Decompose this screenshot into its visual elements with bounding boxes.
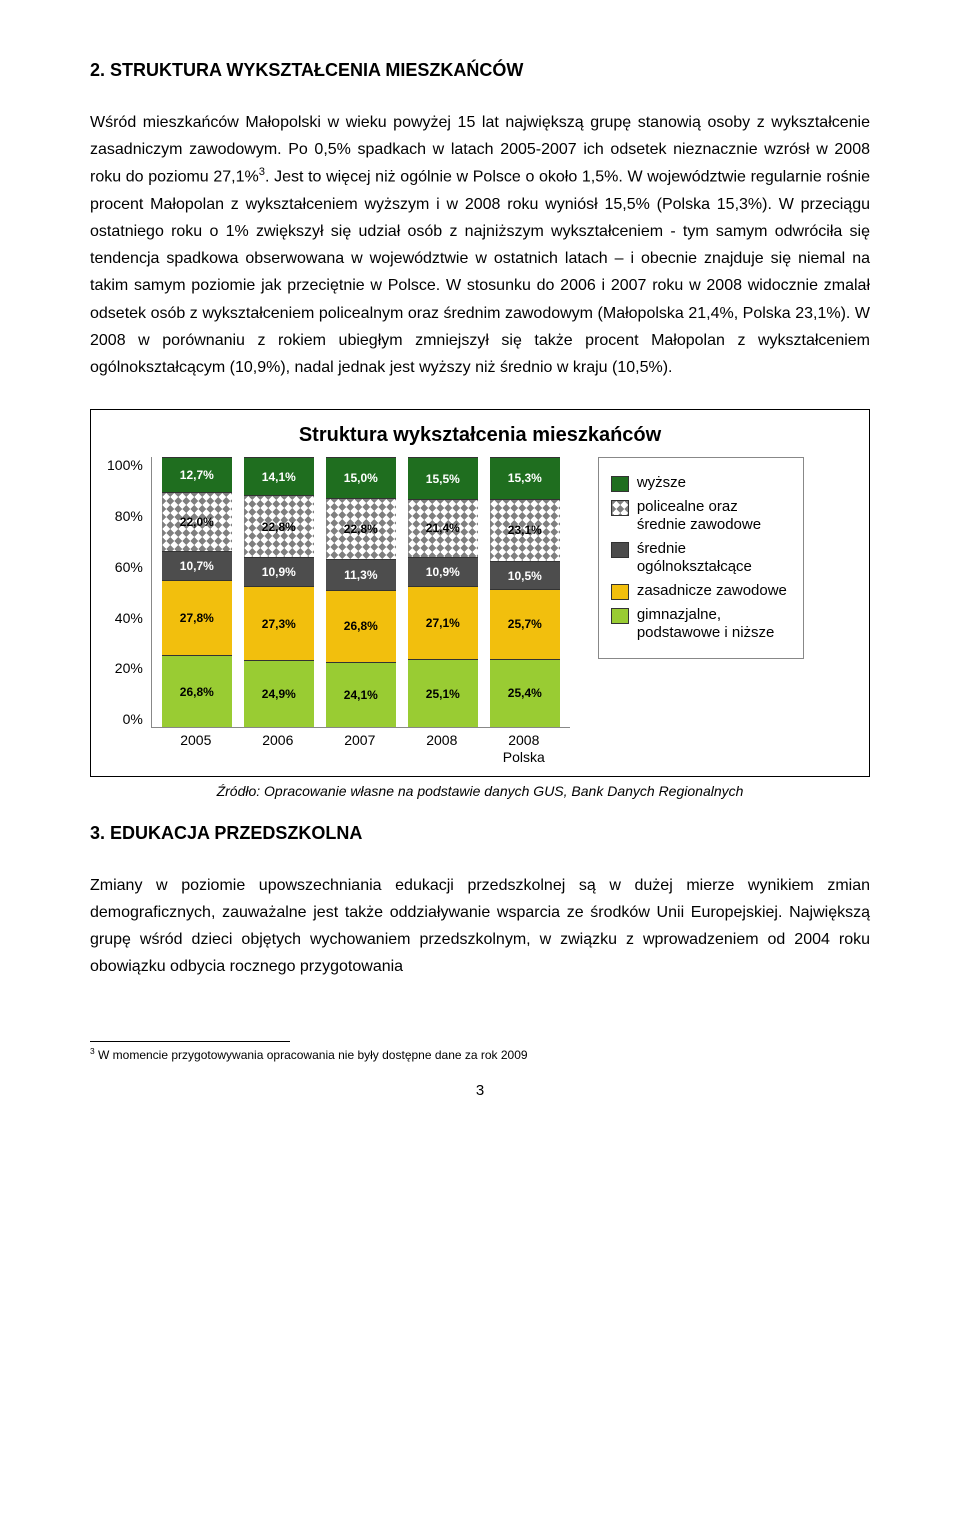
legend-label: zasadnicze zawodowe: [637, 582, 787, 600]
y-axis-tick: 40%: [115, 610, 143, 626]
chart-segment: 15,3%: [490, 457, 560, 498]
y-axis-tick: 0%: [123, 711, 143, 727]
chart-bar: 25,1%27,1%10,9%21,4%15,5%: [408, 457, 478, 727]
chart-segment: 27,8%: [162, 580, 232, 655]
legend-item: zasadnicze zawodowe: [611, 582, 791, 600]
legend-item: wyższe: [611, 474, 791, 492]
chart-segment: 23,1%: [490, 499, 560, 561]
section-heading-1: 2. STRUKTURA WYKSZTAŁCENIA MIESZKAŃCÓW: [90, 60, 870, 81]
chart-segment: 10,5%: [490, 561, 560, 589]
legend-item: średnie ogólnokształcące: [611, 540, 791, 576]
chart-segment: 10,7%: [162, 551, 232, 580]
chart-segment: 15,0%: [326, 457, 396, 498]
section-heading-2: 3. EDUKACJA PRZEDSZKOLNA: [90, 823, 870, 844]
chart-segment: 11,3%: [326, 559, 396, 590]
chart-source: Źródło: Opracowanie własne na podstawie …: [90, 783, 870, 799]
legend-label: policealne oraz średnie zawodowe: [637, 498, 791, 534]
legend-label: średnie ogólnokształcące: [637, 540, 791, 576]
legend-item: gimnazjalne, podstawowe i niższe: [611, 606, 791, 642]
legend-label: wyższe: [637, 474, 686, 492]
chart-segment: 27,1%: [408, 586, 478, 659]
chart-segment: 26,8%: [326, 590, 396, 662]
y-axis-tick: 80%: [115, 508, 143, 524]
chart-segment: 12,7%: [162, 457, 232, 491]
chart-segment: 21,4%: [408, 499, 478, 557]
legend-swatch: [611, 476, 629, 492]
chart-segment: 25,7%: [490, 589, 560, 658]
legend-swatch: [611, 584, 629, 600]
chart-segment: 22,8%: [244, 495, 314, 557]
paragraph-2: Zmiany w poziomie upowszechniania edukac…: [90, 872, 870, 981]
education-structure-chart: Struktura wykształcenia mieszkańców 100%…: [90, 409, 870, 777]
legend-item: policealne oraz średnie zawodowe: [611, 498, 791, 534]
chart-segment: 25,1%: [408, 659, 478, 727]
x-axis-label: 2006: [243, 732, 313, 766]
chart-segment: 15,5%: [408, 457, 478, 499]
chart-segment: 27,3%: [244, 586, 314, 660]
y-axis: 100% 80% 60% 40% 20% 0%: [107, 457, 143, 727]
x-axis-label: 2007: [325, 732, 395, 766]
chart-bar: 24,9%27,3%10,9%22,8%14,1%: [244, 457, 314, 727]
x-axis-label: 2008: [407, 732, 477, 766]
chart-bar: 24,1%26,8%11,3%22,8%15,0%: [326, 457, 396, 727]
x-axis-labels: 2005 2006 2007 2008 2008Polska: [151, 728, 570, 766]
legend-swatch: [611, 500, 629, 516]
chart-bar: 25,4%25,7%10,5%23,1%15,3%: [490, 457, 560, 727]
chart-segment: 25,4%: [490, 659, 560, 728]
chart-segment: 22,0%: [162, 492, 232, 551]
chart-segment: 10,9%: [408, 557, 478, 586]
y-axis-tick: 20%: [115, 660, 143, 676]
legend-swatch: [611, 542, 629, 558]
chart-bar: 26,8%27,8%10,7%22,0%12,7%: [162, 457, 232, 727]
footnote-separator: [90, 1041, 290, 1042]
page-number: 3: [90, 1082, 870, 1099]
chart-segment: 10,9%: [244, 557, 314, 586]
x-axis-label: 2005: [161, 732, 231, 766]
chart-title: Struktura wykształcenia mieszkańców: [107, 424, 853, 447]
legend-label: gimnazjalne, podstawowe i niższe: [637, 606, 791, 642]
chart-legend: wyższe policealne oraz średnie zawodowe śr…: [598, 457, 804, 659]
chart-segment: 24,9%: [244, 660, 314, 727]
legend-swatch: [611, 608, 629, 624]
footnote: 3 W momencie przygotowywania opracowania…: [90, 1046, 870, 1062]
x-axis-label: 2008Polska: [489, 732, 559, 766]
chart-segment: 26,8%: [162, 655, 232, 727]
y-axis-tick: 100%: [107, 457, 143, 473]
chart-plot-area: 26,8%27,8%10,7%22,0%12,7%24,9%27,3%10,9%…: [151, 457, 570, 728]
chart-segment: 14,1%: [244, 457, 314, 495]
chart-segment: 22,8%: [326, 498, 396, 560]
chart-segment: 24,1%: [326, 662, 396, 727]
y-axis-tick: 60%: [115, 559, 143, 575]
paragraph-1: Wśród mieszkańców Małopolski w wieku pow…: [90, 109, 870, 381]
